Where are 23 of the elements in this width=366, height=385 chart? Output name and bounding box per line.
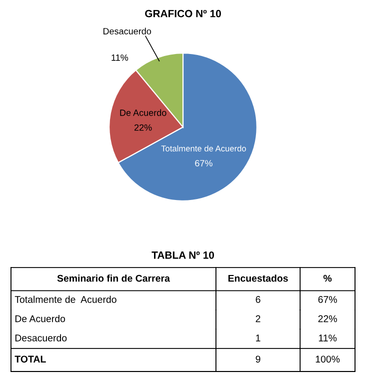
text: Seminario fin de Carrera (57, 274, 170, 282)
slice-label: Desacuerdo (103, 28, 152, 34)
text: Encuestados (228, 274, 288, 282)
chart-title: GRAFICO Nº 10 (145, 10, 221, 18)
text: 100% (316, 356, 340, 363)
text: De Acuerdo (15, 315, 66, 322)
text: 67% (318, 296, 337, 303)
text: 9 (256, 356, 260, 363)
text: 6 (256, 296, 260, 303)
text: 22% (318, 315, 337, 322)
text: Desacuerdo (15, 334, 67, 342)
text: TABLA Nº 10 (152, 251, 214, 259)
text: Totalmente de Acuerdo (14, 296, 116, 303)
slice-label: Totalmente de Acuerdo (161, 145, 246, 152)
text: % (323, 274, 332, 282)
data-label: 11% (112, 54, 128, 61)
text: TOTAL (14, 356, 46, 363)
text: 2 (256, 315, 260, 322)
text: 1 (256, 334, 260, 342)
text: 11% (318, 334, 337, 342)
slice-label: De Acuerdo (120, 109, 166, 116)
data-label: 22% (134, 124, 152, 131)
data-label: 67% (195, 160, 212, 166)
